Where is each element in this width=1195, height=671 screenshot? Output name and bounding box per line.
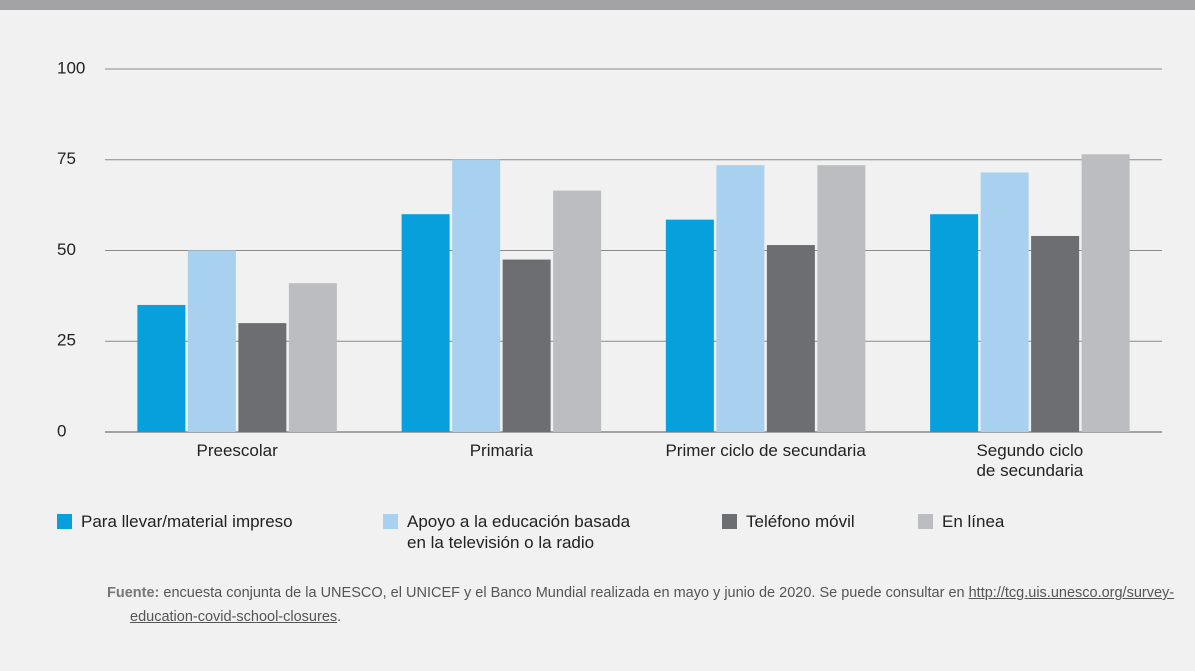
legend-label: Teléfono móvil	[746, 512, 855, 531]
x-tick-label: Primer ciclo de secundaria	[665, 441, 866, 460]
bar	[288, 283, 337, 432]
legend-swatch	[722, 514, 737, 529]
legend-swatch	[383, 514, 398, 529]
bar	[766, 245, 815, 432]
bar	[502, 259, 551, 432]
x-tick-label: Segundo ciclo de secundaria	[976, 441, 1084, 480]
bar	[238, 323, 287, 432]
y-tick-label: 100	[57, 58, 85, 77]
y-tick-label: 0	[57, 421, 66, 440]
legend-item: Apoyo a la educación basada en la televi…	[383, 511, 630, 553]
bar	[817, 165, 866, 432]
y-tick-label: 50	[57, 240, 76, 259]
legend-label: Para llevar/material impreso	[81, 512, 293, 531]
bar	[930, 214, 979, 432]
bar	[1031, 235, 1080, 432]
bar	[553, 190, 602, 432]
source-note: Fuente: encuesta conjunta de la UNESCO, …	[107, 581, 1190, 629]
x-tick-label: Primaria	[469, 441, 534, 460]
legend-swatch	[918, 514, 933, 529]
legend-swatch	[57, 514, 72, 529]
bar	[665, 219, 714, 432]
bar	[1081, 154, 1130, 432]
y-tick-label: 75	[57, 149, 76, 168]
note-link[interactable]: http://tcg.uis.unesco.org/survey-educati…	[130, 585, 1175, 625]
note-end: .	[337, 609, 342, 625]
bar	[187, 250, 236, 432]
y-tick-label: 25	[57, 331, 76, 350]
legend-label: Apoyo a la educación basada en la televi…	[407, 512, 631, 552]
legend-item: Para llevar/material impreso	[57, 511, 293, 532]
legend-item: Teléfono móvil	[722, 511, 855, 532]
bar	[137, 304, 186, 432]
bar	[716, 165, 765, 432]
bar	[980, 172, 1029, 432]
note-label: Fuente:	[107, 585, 160, 601]
legend-label: En línea	[942, 512, 1005, 531]
bar	[452, 159, 501, 432]
note-text: encuesta conjunta de la UNESCO, el UNICE…	[163, 585, 965, 601]
top-bar	[0, 0, 1195, 10]
legend-item: En línea	[918, 511, 1004, 532]
x-tick-label: Preescolar	[196, 441, 278, 460]
bar	[401, 214, 450, 432]
